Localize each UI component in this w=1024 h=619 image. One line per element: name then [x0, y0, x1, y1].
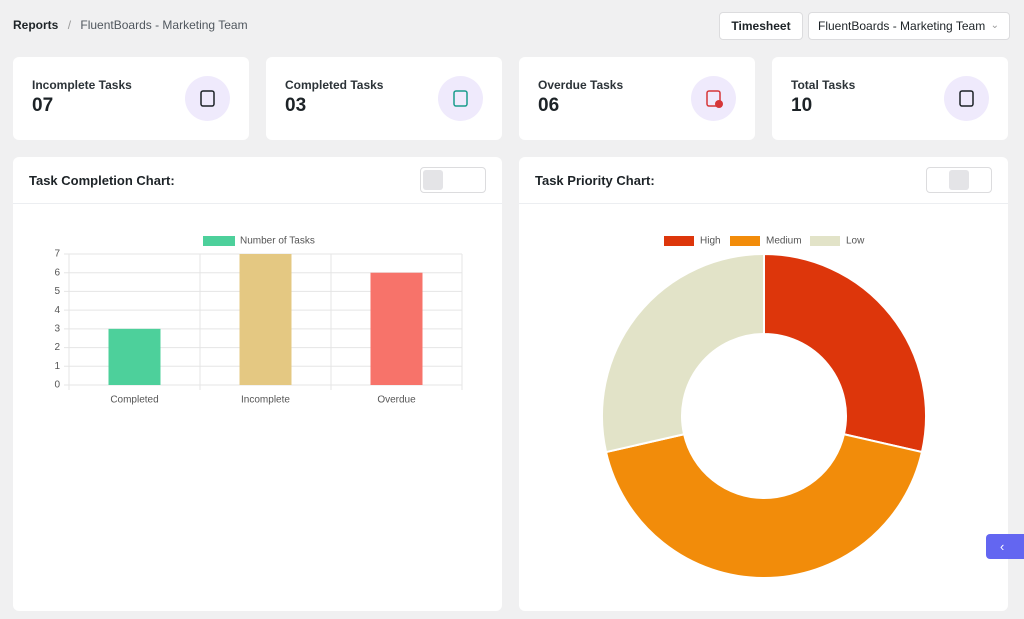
doughnut-slice [763, 252, 927, 454]
legend-label: High [700, 236, 721, 247]
timesheet-button[interactable]: Timesheet [719, 12, 803, 40]
bar [108, 328, 161, 385]
y-tick-label: 0 [54, 380, 60, 391]
separator: / [67, 18, 72, 32]
legend-swatch [203, 236, 235, 246]
caret: ⌄ [990, 20, 999, 31]
priority-panel: Task Priority Chart: High Medium Low [519, 157, 1008, 611]
card-icon [185, 76, 230, 121]
legend-swatch [810, 236, 840, 246]
panel-title: Task Priority Chart: [535, 173, 655, 188]
x-tick-label: Completed [110, 395, 158, 406]
stat-card: Overdue Tasks 06 [519, 57, 755, 140]
side-toggle[interactable]: ‹ [986, 534, 1024, 559]
y-tick-label: 1 [54, 361, 60, 372]
board-select[interactable]: FluentBoards - Marketing Team ⌄ [808, 12, 1010, 40]
tool-bar[interactable] [423, 170, 443, 190]
x-tick-label: Overdue [377, 395, 416, 406]
tool-doughnut[interactable] [949, 170, 969, 190]
card-icon [691, 76, 736, 121]
doughnut-slice [601, 252, 765, 454]
y-tick-label: 4 [54, 305, 60, 316]
card-icon [944, 76, 989, 121]
card-label: Total Tasks [791, 78, 856, 92]
y-tick-label: 3 [54, 323, 60, 334]
y-tick-label: 6 [54, 267, 60, 278]
legend-label: Medium [766, 236, 802, 247]
x-tick-label: Incomplete [241, 395, 290, 406]
bar [370, 272, 423, 385]
breadcrumb-root[interactable]: Reports [13, 18, 59, 32]
y-tick-label: 2 [54, 342, 60, 353]
stat-card: Incomplete Tasks 07 [13, 57, 249, 140]
legend-label: Low [846, 236, 865, 247]
y-tick-label: 7 [54, 249, 60, 260]
bar [239, 254, 292, 385]
card-icon [438, 76, 483, 121]
divider [13, 203, 502, 204]
divider [519, 203, 1008, 204]
card-value: 06 [538, 95, 560, 116]
chart-toolbar [926, 167, 992, 193]
completion-panel: Task Completion Chart: Number of Tasks 0 1… [13, 157, 502, 611]
card-value: 03 [285, 95, 307, 116]
card-label: Overdue Tasks [538, 78, 624, 92]
legend-swatch [730, 236, 760, 246]
doughnut-slice [604, 433, 924, 580]
card-label: Completed Tasks [285, 78, 384, 92]
panel-title: Task Completion Chart: [29, 173, 175, 188]
stat-card: Completed Tasks 03 [266, 57, 502, 140]
card-label: Incomplete Tasks [32, 78, 132, 92]
stat-card: Total Tasks 10 [772, 57, 1008, 140]
breadcrumb: Reports / FluentBoards - Marketing Team [13, 18, 248, 32]
chart-toolbar [420, 167, 486, 193]
legend-swatch [664, 236, 694, 246]
doughnut-chart: High Medium Low [601, 236, 927, 580]
breadcrumb-current: FluentBoards - Marketing Team [80, 18, 248, 32]
y-tick-label: 5 [54, 286, 60, 297]
card-value: 10 [791, 95, 813, 116]
board-select-text: FluentBoards - Marketing Team [818, 19, 986, 33]
card-value: 07 [32, 95, 54, 116]
legend-label: Number of Tasks [240, 236, 315, 247]
bar-chart: Number of Tasks 0 1 2 3 4 5 6 7 Completed Incomple… [54, 236, 463, 406]
